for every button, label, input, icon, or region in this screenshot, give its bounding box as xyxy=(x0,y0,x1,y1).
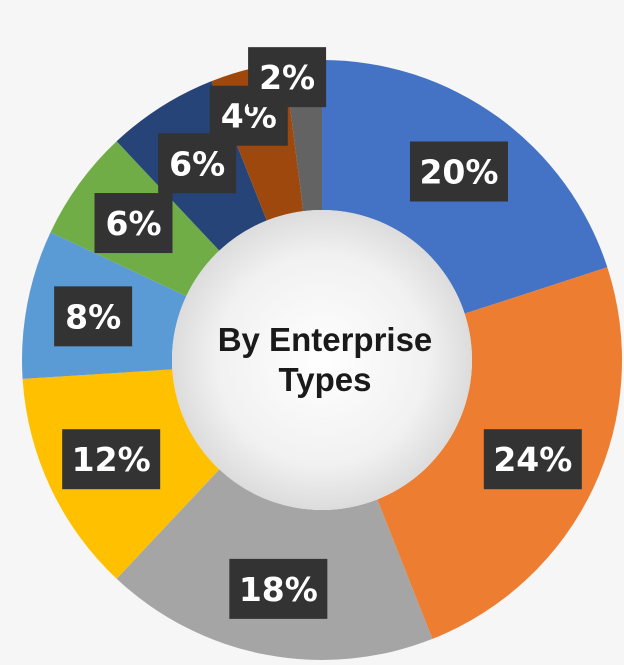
data-label-box xyxy=(62,429,161,490)
data-label-text: 6% xyxy=(169,144,225,183)
data-label-box xyxy=(409,141,508,202)
data-label-6: 6% xyxy=(94,193,173,254)
data-label-text: 20% xyxy=(419,153,498,192)
chart-title-line-1: By Enterprise xyxy=(217,321,433,358)
data-label-text: 18% xyxy=(239,570,318,609)
data-label-text: 8% xyxy=(65,297,121,336)
data-label-4: 12% xyxy=(62,429,161,490)
data-label-2: 24% xyxy=(483,429,582,490)
data-label-box xyxy=(229,558,328,619)
data-label-9: 2% xyxy=(248,47,327,108)
data-label-box xyxy=(248,47,327,108)
donut-hole xyxy=(172,210,472,510)
data-label-1: 20% xyxy=(409,141,508,202)
chart-title-line-2: Types xyxy=(278,361,372,398)
data-labels: 20%24%18%12%8%6%6%4%2% xyxy=(54,47,582,619)
data-label-text: 2% xyxy=(259,58,315,97)
data-label-box xyxy=(54,286,133,347)
chart-title: By Enterprise Types xyxy=(160,320,490,400)
data-label-text: 6% xyxy=(105,204,161,243)
data-label-5: 8% xyxy=(54,286,133,347)
data-label-text: 12% xyxy=(72,440,151,479)
data-label-box xyxy=(483,429,582,490)
data-label-text: 24% xyxy=(493,440,572,479)
data-label-3: 18% xyxy=(229,558,328,619)
data-label-box xyxy=(94,193,173,254)
